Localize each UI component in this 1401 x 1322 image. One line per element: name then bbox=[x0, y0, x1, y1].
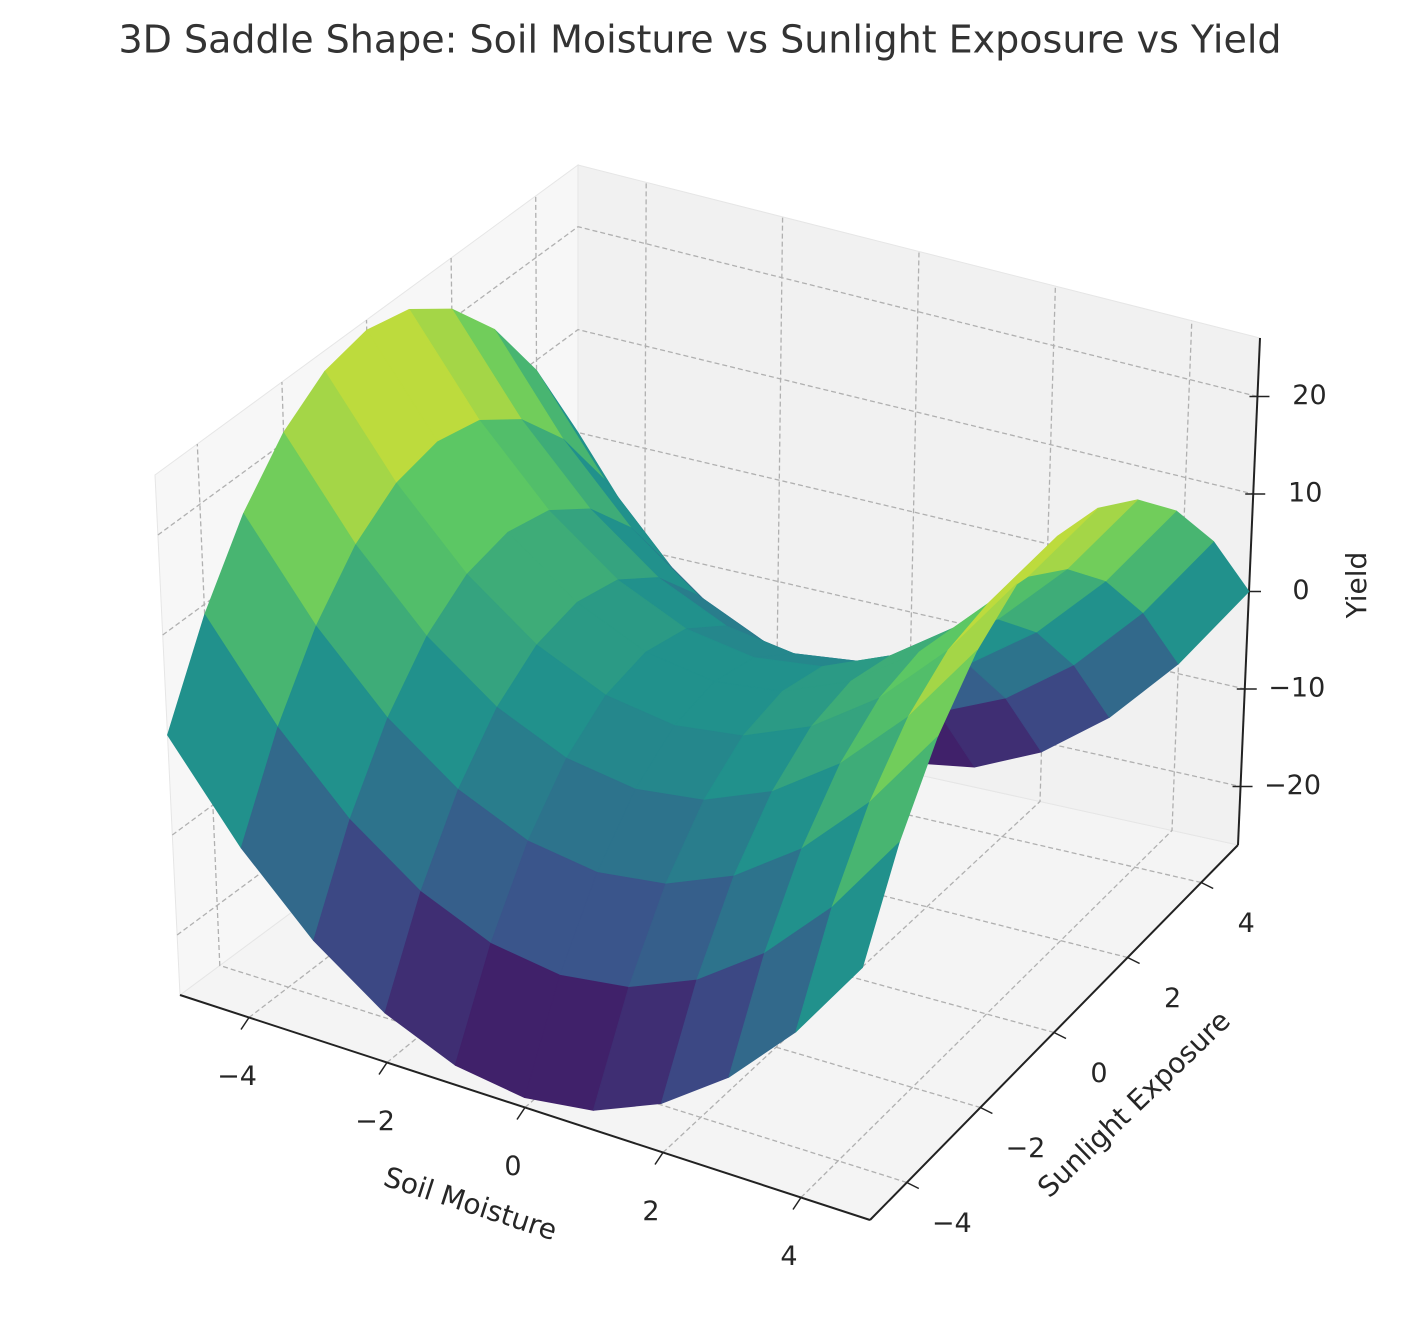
x-axis bbox=[179, 994, 871, 1221]
y-tick-label: −4 bbox=[932, 1208, 972, 1239]
x-tick-label: 2 bbox=[642, 1196, 659, 1227]
x-tick-label: 4 bbox=[780, 1241, 797, 1272]
z-tick-label: 10 bbox=[1288, 478, 1322, 509]
z-tick-label: 0 bbox=[1292, 575, 1309, 606]
grid-line bbox=[157, 226, 1258, 536]
x-tick bbox=[654, 1152, 664, 1165]
x-tick-label: −4 bbox=[217, 1061, 257, 1092]
y-tick-label: 0 bbox=[1090, 1058, 1107, 1089]
y-tick bbox=[1127, 956, 1140, 965]
y-tick bbox=[906, 1181, 920, 1190]
surface-patch bbox=[795, 842, 900, 1033]
x-tick-label: −2 bbox=[355, 1106, 395, 1137]
x-tick-label: 0 bbox=[504, 1151, 521, 1182]
x-tick bbox=[378, 1062, 388, 1075]
x-tick bbox=[240, 1017, 250, 1030]
x-tick bbox=[792, 1197, 802, 1210]
z-axis-label: Yield bbox=[1340, 552, 1373, 620]
surface bbox=[167, 308, 1250, 1111]
y-tick bbox=[980, 1106, 993, 1115]
x-tick bbox=[516, 1107, 526, 1120]
y-tick-label: −2 bbox=[1005, 1133, 1045, 1164]
grid-line bbox=[800, 320, 1193, 1198]
y-tick bbox=[1053, 1031, 1067, 1040]
z-tick-label: −10 bbox=[1268, 673, 1325, 704]
z-tick-label: 20 bbox=[1292, 380, 1326, 411]
y-axis bbox=[869, 844, 1239, 1221]
x-axis-label: Soil Moisture bbox=[380, 1160, 561, 1247]
y-tick-label: 2 bbox=[1164, 983, 1181, 1014]
y-axis-label: Sunlight Exposure bbox=[1031, 1004, 1237, 1204]
y-tick-label: 4 bbox=[1238, 908, 1255, 939]
chart-title: 3D Saddle Shape: Soil Moisture vs Sunlig… bbox=[118, 18, 1281, 62]
z-tick-label: −20 bbox=[1264, 770, 1321, 801]
y-tick bbox=[1200, 881, 1214, 890]
